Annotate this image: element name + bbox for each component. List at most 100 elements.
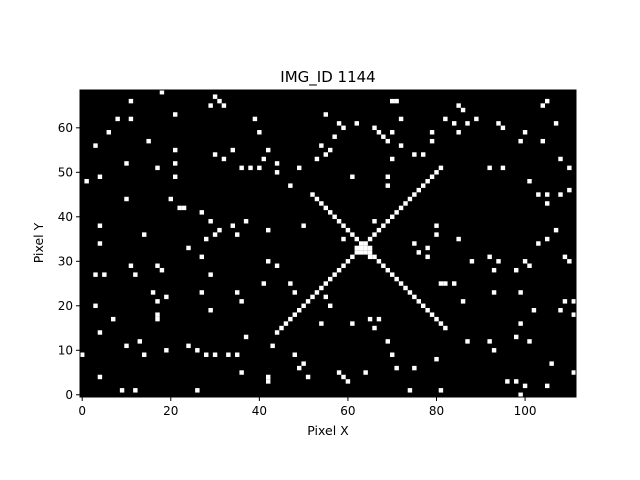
bright-pixel xyxy=(381,134,386,139)
bright-pixel xyxy=(323,152,328,157)
bright-pixel xyxy=(545,192,550,197)
bright-pixel xyxy=(469,259,475,264)
line-pixel xyxy=(350,254,355,260)
bright-pixel xyxy=(155,316,160,322)
bright-pixel xyxy=(385,183,390,188)
y-tick-label: 60 xyxy=(58,121,73,135)
bright-pixel xyxy=(266,227,271,233)
bright-pixel xyxy=(128,263,134,268)
chart-title: IMG_ID 1144 xyxy=(280,68,375,87)
bright-pixel xyxy=(93,272,98,277)
bright-pixel xyxy=(390,130,395,135)
line-pixel xyxy=(425,178,430,184)
bright-pixel xyxy=(111,316,116,322)
bright-pixel xyxy=(97,330,103,335)
line-pixel xyxy=(314,290,320,295)
line-pixel xyxy=(398,205,404,211)
y-tick-label: 40 xyxy=(58,210,73,224)
bright-pixel xyxy=(301,223,306,228)
bright-pixel xyxy=(434,223,439,228)
bright-pixel xyxy=(545,236,550,242)
bright-pixel xyxy=(429,138,435,144)
line-pixel xyxy=(354,236,359,242)
line-pixel xyxy=(407,196,413,202)
line-pixel xyxy=(310,294,315,300)
bright-pixel xyxy=(336,121,342,126)
bright-pixel xyxy=(452,281,457,286)
line-pixel xyxy=(297,308,302,313)
bright-pixel xyxy=(168,196,173,202)
bright-pixel xyxy=(181,205,187,211)
line-pixel xyxy=(429,174,435,179)
y-axis-ticks: 0 10 20 30 40 50 60 xyxy=(58,121,80,402)
line-pixel xyxy=(341,263,346,268)
bright-pixel xyxy=(208,103,213,108)
bright-pixel xyxy=(558,156,563,162)
line-pixel xyxy=(429,312,435,317)
bright-pixel xyxy=(522,383,528,389)
line-pixel xyxy=(434,316,439,322)
bright-pixel xyxy=(155,263,160,268)
line-pixel xyxy=(425,308,430,313)
bright-pixel xyxy=(301,361,306,366)
bright-pixel xyxy=(97,223,103,228)
bright-pixel xyxy=(518,321,523,326)
y-tick-label: 20 xyxy=(58,299,73,313)
bright-pixel xyxy=(266,374,271,380)
bright-pixel xyxy=(328,147,333,153)
bright-pixel xyxy=(571,299,576,304)
line-pixel xyxy=(416,299,421,304)
bright-pixel xyxy=(173,112,178,117)
bright-pixel xyxy=(261,156,266,162)
bright-pixel xyxy=(359,250,364,255)
line-pixel xyxy=(283,321,289,326)
bright-pixel xyxy=(217,227,222,233)
bright-pixel xyxy=(553,227,559,233)
line-pixel xyxy=(421,183,426,188)
bright-pixel xyxy=(567,259,572,264)
bright-pixel xyxy=(319,321,324,326)
bright-pixel xyxy=(363,370,368,375)
bright-pixel xyxy=(562,254,568,260)
bright-pixel xyxy=(212,152,218,157)
line-pixel xyxy=(288,316,293,322)
bright-pixel xyxy=(323,112,328,117)
line-pixel xyxy=(394,276,399,282)
bright-pixel xyxy=(133,272,138,277)
bright-pixel xyxy=(527,263,532,268)
bright-pixel xyxy=(266,379,271,384)
bright-pixel xyxy=(243,334,249,340)
line-pixel xyxy=(301,303,306,309)
bright-pixel xyxy=(500,165,506,171)
bright-pixel xyxy=(456,236,461,242)
x-tick-label: 80 xyxy=(429,404,444,418)
bright-pixel xyxy=(491,348,497,353)
line-pixel xyxy=(372,232,377,237)
plot-frame xyxy=(79,89,577,398)
bright-pixel xyxy=(266,259,271,264)
bright-pixel xyxy=(124,196,129,202)
line-pixel xyxy=(345,227,351,233)
bright-pixel xyxy=(372,325,377,331)
bright-pixel xyxy=(549,361,554,366)
y-tick-label: 10 xyxy=(58,343,73,357)
bright-pixel xyxy=(545,98,550,104)
bright-pixel xyxy=(270,343,275,349)
bright-pixel xyxy=(456,103,461,108)
bright-pixel xyxy=(155,165,160,171)
bright-pixel xyxy=(173,161,178,166)
bright-pixel xyxy=(412,152,417,157)
bright-pixel xyxy=(567,187,572,193)
line-pixel xyxy=(354,250,359,255)
line-pixel xyxy=(438,165,444,171)
line-pixel xyxy=(332,214,337,220)
line-pixel xyxy=(332,272,337,277)
bright-pixel xyxy=(536,192,541,197)
bright-pixel xyxy=(465,339,470,344)
bright-pixel xyxy=(487,339,492,344)
bright-pixel xyxy=(243,219,249,224)
x-tick-label: 0 xyxy=(78,404,86,418)
bright-pixel xyxy=(155,299,160,304)
x-tick-label: 60 xyxy=(340,404,355,418)
bright-pixel xyxy=(460,107,466,113)
